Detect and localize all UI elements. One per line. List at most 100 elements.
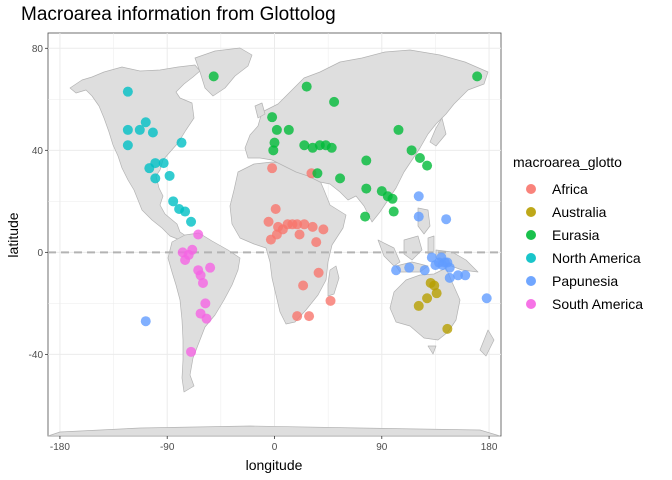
legend-key — [526, 276, 536, 286]
legend-label: Eurasia — [552, 227, 600, 243]
data-point — [187, 244, 198, 255]
data-point — [150, 158, 161, 169]
data-point — [413, 191, 424, 202]
data-point — [413, 211, 424, 222]
data-point — [429, 280, 440, 291]
data-point — [283, 124, 294, 135]
legend-key — [526, 230, 536, 240]
data-point — [294, 229, 305, 240]
data-point — [326, 142, 337, 153]
data-point — [208, 71, 219, 82]
data-point — [393, 124, 404, 135]
data-point — [444, 262, 455, 273]
data-point — [122, 86, 133, 97]
y-tick-label: -40 — [29, 350, 44, 361]
data-point — [270, 203, 281, 214]
data-point — [268, 145, 279, 156]
data-point — [122, 140, 133, 151]
data-point — [422, 293, 433, 304]
data-point — [267, 163, 278, 174]
data-point — [197, 277, 208, 288]
data-point — [150, 173, 161, 184]
data-point — [186, 346, 197, 357]
data-point — [335, 173, 346, 184]
data-point — [313, 267, 324, 278]
legend-key — [526, 184, 536, 194]
data-point — [307, 221, 318, 232]
legend-key — [526, 207, 536, 217]
data-point — [419, 265, 430, 276]
data-point — [292, 219, 303, 230]
data-point — [318, 224, 329, 235]
data-point — [292, 311, 303, 322]
legend-label: South America — [552, 296, 643, 312]
legend-key — [526, 299, 536, 309]
data-point — [406, 145, 417, 156]
data-point — [301, 81, 312, 92]
y-tick-label: 40 — [32, 146, 44, 157]
data-point — [271, 124, 282, 135]
chart-title: Macroarea information from Glottolog — [21, 4, 336, 25]
data-point — [361, 155, 372, 166]
data-point — [180, 206, 191, 217]
data-point — [361, 183, 372, 194]
legend-label: Africa — [552, 181, 588, 197]
data-point — [122, 124, 133, 135]
data-point — [388, 206, 399, 217]
data-point — [193, 229, 204, 240]
x-tick-label: -90 — [160, 442, 175, 453]
data-point — [263, 216, 274, 227]
data-point — [311, 237, 322, 248]
legend-label: Australia — [552, 204, 607, 220]
legend-key — [526, 253, 536, 263]
data-point — [164, 170, 175, 181]
data-point — [304, 311, 315, 322]
data-point — [140, 316, 151, 327]
data-point — [422, 160, 433, 171]
data-point — [147, 127, 158, 138]
data-point — [481, 293, 492, 304]
data-point — [205, 262, 216, 273]
data-point — [134, 124, 145, 135]
x-tick-label: 180 — [481, 442, 498, 453]
data-point — [299, 140, 310, 151]
data-point — [413, 300, 424, 311]
data-point — [460, 270, 471, 281]
data-point — [404, 262, 415, 273]
data-point — [267, 112, 278, 123]
x-tick-label: 90 — [376, 442, 388, 453]
data-point — [360, 211, 371, 222]
data-point — [472, 71, 483, 82]
data-point — [176, 137, 187, 148]
y-axis-title: latitude — [5, 212, 21, 257]
data-point — [168, 196, 179, 207]
legend-label: North America — [552, 250, 641, 266]
data-point — [431, 288, 442, 299]
data-point — [387, 193, 398, 204]
x-axis-title: longitude — [246, 457, 303, 473]
data-point — [325, 295, 336, 306]
data-point — [186, 216, 197, 227]
data-point — [414, 152, 425, 163]
x-tick-label: -180 — [50, 442, 70, 453]
legend-title: macroarea_glotto — [513, 154, 622, 170]
data-point — [195, 270, 206, 281]
axes: -180 -90 0 90 180 -40 0 40 80 — [29, 44, 498, 453]
data-point — [329, 96, 340, 107]
data-point — [444, 272, 455, 283]
scatter-points — [122, 71, 492, 357]
data-point — [158, 158, 169, 169]
data-point — [201, 313, 212, 324]
legend: macroarea_glotto Africa Australia Eurasia No… — [513, 154, 643, 312]
x-tick-label: 0 — [272, 442, 278, 453]
data-point — [200, 298, 211, 309]
data-point — [391, 265, 402, 276]
data-point — [140, 117, 151, 128]
data-point — [453, 270, 464, 281]
legend-label: Papunesia — [552, 273, 618, 289]
data-point — [441, 214, 452, 225]
data-point — [426, 252, 437, 263]
data-point — [298, 280, 309, 291]
data-point — [299, 219, 310, 230]
